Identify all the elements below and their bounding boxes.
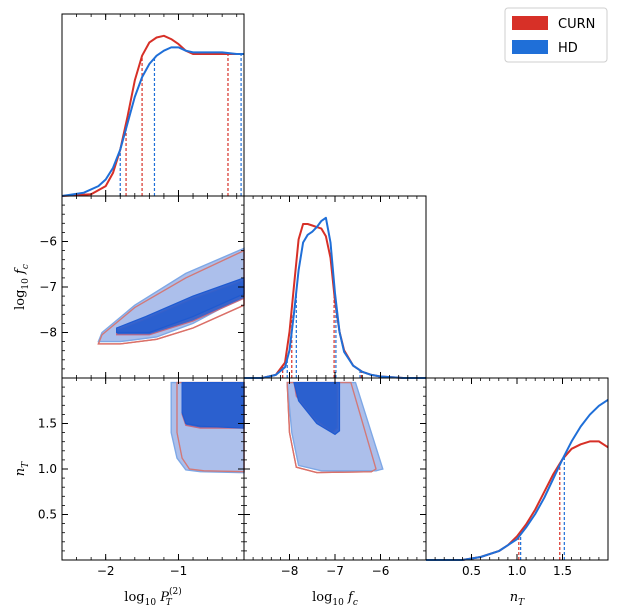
xlabel-logfc: log10 fc [312, 590, 358, 608]
legend-swatch-hd [512, 40, 548, 54]
legend-swatch-curn [512, 16, 548, 30]
panel-frame-0-0 [61, 13, 245, 197]
xtick-label-nT-1: 1.0 [507, 564, 526, 578]
contour-inner-fill-nT_vs_logfc-hd [293, 382, 341, 436]
panel-frame-2-2 [425, 377, 609, 561]
ytick-label-nT-2: 1.5 [38, 417, 57, 431]
ylabel-nT: nT [13, 461, 31, 476]
legend-label-curn: CURN [558, 17, 595, 32]
labels-layer: −2 −1 −8 −7 −6 0.5 1.0 1.5 −8 −7 −6 0.5 1.0 1.5 log10 … [13, 235, 572, 609]
xlabel-logP: log10 P(2) T [124, 586, 181, 608]
marginal-curve-logP-hd [61, 46, 244, 197]
ytick-label-nT-0: 0.5 [38, 508, 57, 522]
legend: CURN HD [504, 7, 608, 63]
xtick-label-logfc-2: −6 [372, 564, 390, 578]
contour-lines-layer [61, 34, 609, 561]
ytick-label-logfc-0: −8 [39, 326, 57, 340]
contour-inner-fill-nT_vs_logP-hd [181, 382, 245, 429]
ytick-label-nT-1: 1.0 [38, 462, 57, 476]
xlabel-nT: nT [510, 590, 525, 608]
xtick-label-nT-0: 0.5 [462, 564, 481, 578]
contour-fills-layer [97, 247, 384, 474]
xtick-label-logP-0: −2 [97, 564, 115, 578]
marginal-curve-nT-curn [426, 440, 609, 561]
xtick-label-logfc-1: −7 [326, 564, 344, 578]
marginal-curve-logfc-hd [244, 216, 426, 379]
legend-label-hd: HD [558, 41, 578, 56]
ylabel-logfc: log10 fc [13, 264, 31, 310]
ytick-label-logfc-1: −7 [39, 280, 57, 294]
contour-outer-edge-nT_vs_logfc-curn [286, 381, 377, 474]
xtick-label-logfc-0: −8 [281, 564, 299, 578]
axes-layer [61, 13, 609, 561]
marginal-curve-logP-curn [61, 34, 244, 197]
xtick-label-logP-1: −1 [170, 564, 188, 578]
marginal-curve-nT-hd [426, 398, 609, 561]
ytick-label-logfc-2: −6 [39, 235, 57, 249]
xtick-label-nT-2: 1.5 [553, 564, 572, 578]
contour-outer-edge-nT_vs_logP-curn [176, 381, 245, 473]
